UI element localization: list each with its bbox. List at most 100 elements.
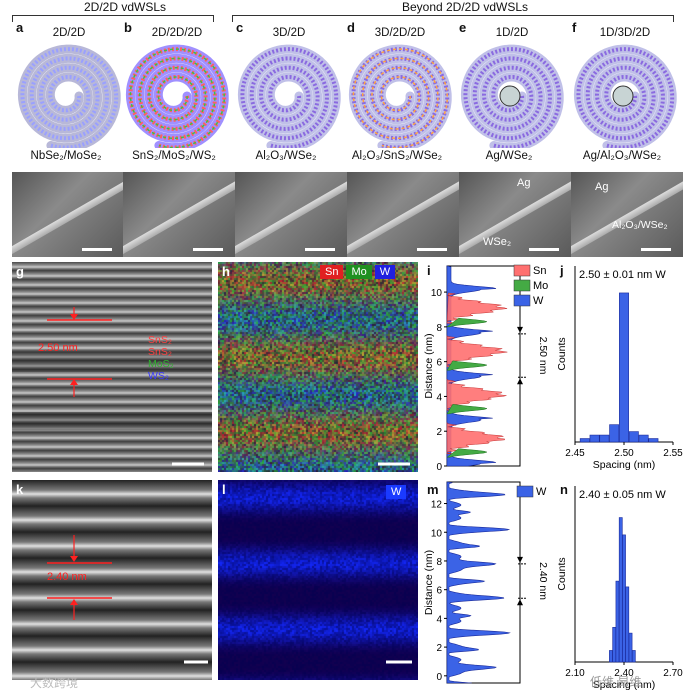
hist-title: 2.50 ± 0.01 nm W bbox=[579, 269, 666, 281]
ytick-i: 6 bbox=[436, 358, 442, 369]
scroll-illustration-c bbox=[237, 44, 341, 148]
sem-image-c bbox=[235, 172, 347, 257]
sem-image-f bbox=[571, 172, 683, 257]
group-label-2d: 2D/2D vdWSLs bbox=[83, 0, 167, 14]
panel-letter-a: a bbox=[16, 20, 24, 35]
spacing-marker-g bbox=[47, 307, 204, 466]
group-bracket-beyond bbox=[232, 15, 674, 22]
eds-legend-h: Sn Mo W bbox=[320, 265, 396, 279]
ytick-i: 8 bbox=[436, 323, 442, 334]
sem-f-al2o3-label: Al₂O₃/WSe₂ bbox=[612, 219, 668, 231]
annotation-i: 2.50 nm bbox=[537, 337, 549, 375]
legend-i-W: W bbox=[533, 295, 544, 307]
watermark-left: 大数跨境 bbox=[30, 676, 79, 690]
panel-letter-f: f bbox=[572, 20, 577, 35]
eds-legend-l: W bbox=[386, 485, 407, 499]
scroll-illustration-a bbox=[17, 44, 121, 148]
hist-bar bbox=[628, 632, 633, 663]
panel-title-f: 1D/3D/2D bbox=[599, 27, 651, 39]
panel-title-d: 3D/2D/2D bbox=[374, 27, 426, 39]
ytick-i: 4 bbox=[436, 392, 442, 403]
histogram-chart-n: 2.10 2.40 2.70 Spacing (nm) Counts 2.40 ± 0.0… bbox=[556, 486, 683, 690]
sem-image-e bbox=[459, 172, 571, 257]
ytick-m: 8 bbox=[436, 557, 442, 568]
scale-bar-l bbox=[386, 660, 412, 664]
hist-bar bbox=[589, 434, 600, 443]
hist-bar bbox=[625, 586, 630, 663]
legend-mo: Mo bbox=[346, 265, 372, 279]
scroll-illustration-f bbox=[573, 44, 677, 148]
hist-bar bbox=[609, 424, 620, 443]
hist-bar bbox=[648, 438, 659, 443]
xtick: 2.70 bbox=[663, 668, 683, 679]
hist-bar bbox=[628, 431, 639, 443]
material-label-f: Ag/Al₂O₃/WSe₂ bbox=[582, 150, 662, 162]
ytick-m: 10 bbox=[431, 528, 443, 539]
scroll-illustration-e bbox=[460, 44, 564, 148]
panel-title-e: 1D/2D bbox=[495, 27, 529, 39]
layer-label-1: SnS₂ bbox=[148, 346, 172, 358]
hist-bar bbox=[615, 580, 620, 663]
panel-label-k: k bbox=[16, 482, 24, 497]
material-label-d: Al₂O₃/SnS₂/WSe₂ bbox=[351, 150, 443, 162]
stem-image-g bbox=[12, 262, 212, 472]
panel-label-i: i bbox=[427, 263, 431, 278]
ylabel: Counts bbox=[556, 337, 568, 370]
sem-e-wse2-label: WSe₂ bbox=[483, 236, 512, 248]
material-label-b: SnS₂/MoS₂/WS₂ bbox=[132, 150, 216, 162]
annotation-m: 2.40 nm bbox=[537, 562, 549, 600]
ytick-m: 0 bbox=[436, 672, 442, 683]
ylabel-m: Distance (nm) bbox=[423, 550, 435, 615]
panel-title-a: 2D/2D bbox=[52, 27, 86, 39]
ytick-m: 12 bbox=[431, 500, 443, 511]
xtick: 2.10 bbox=[565, 668, 585, 679]
w-profile-m bbox=[446, 481, 511, 684]
ytick-m: 4 bbox=[436, 614, 442, 625]
hist-bar bbox=[612, 627, 617, 663]
panel-label-m: m bbox=[427, 482, 439, 497]
sn-profile bbox=[446, 422, 506, 455]
scroll-illustration-d bbox=[348, 44, 452, 148]
layer-label-0: SnS₂ bbox=[148, 334, 172, 346]
xlabel: Spacing (nm) bbox=[593, 459, 655, 471]
hist-bar bbox=[579, 438, 590, 443]
eds-map-h bbox=[218, 262, 418, 472]
xtick: 2.45 bbox=[565, 448, 585, 459]
mo-profile bbox=[446, 317, 488, 328]
ylabel-i: Distance (nm) bbox=[423, 333, 435, 398]
panel-label-j: j bbox=[560, 263, 564, 278]
panel-letter-e: e bbox=[459, 20, 467, 35]
ytick-m: 2 bbox=[436, 643, 442, 654]
panel-letter-c: c bbox=[236, 20, 244, 35]
panel-letter-b: b bbox=[124, 20, 132, 35]
layer-label-2: MoS₂ bbox=[148, 358, 174, 370]
hist-bar bbox=[599, 434, 610, 443]
eds-map-l bbox=[218, 480, 418, 680]
spacing-label-g: 2.50 nm bbox=[38, 342, 78, 354]
scroll-illustration-b bbox=[125, 44, 229, 148]
mo-profile bbox=[446, 448, 488, 458]
sem-image-b bbox=[123, 172, 235, 257]
panel-title-c: 3D/2D bbox=[272, 27, 306, 39]
panel-label-n: n bbox=[560, 482, 568, 497]
panel-title-b: 2D/2D/2D bbox=[151, 27, 203, 39]
ytick-m: 6 bbox=[436, 586, 442, 597]
stem-image-k bbox=[12, 480, 212, 680]
legend-i-Sn: Sn bbox=[533, 265, 546, 277]
legend-w: W bbox=[374, 265, 396, 279]
panel-label-g: g bbox=[16, 264, 24, 279]
material-label-c: Al₂O₃/WSe₂ bbox=[255, 150, 317, 162]
mo-profile bbox=[446, 360, 488, 371]
xtick: 2.55 bbox=[663, 448, 683, 459]
xtick: 2.40 bbox=[614, 668, 634, 679]
layer-stack-legend-g: SnS₂ SnS₂ MoS₂ WS₂ bbox=[148, 334, 174, 382]
ylabel: Counts bbox=[556, 557, 568, 590]
ytick-i: 10 bbox=[431, 288, 443, 299]
legend-m-w: W bbox=[536, 486, 547, 498]
layer-label-3: WS₂ bbox=[148, 370, 169, 382]
group-label-beyond: Beyond 2D/2D vdWSLs bbox=[401, 0, 529, 14]
profile-chart-i: 0 2 4 6 8 10 Distance (nm) Sn Mo W 2.50 nm bbox=[423, 264, 549, 473]
hist-bar bbox=[638, 434, 649, 443]
xlabel: Spacing (nm) bbox=[593, 679, 655, 690]
hist-bar bbox=[618, 517, 623, 663]
